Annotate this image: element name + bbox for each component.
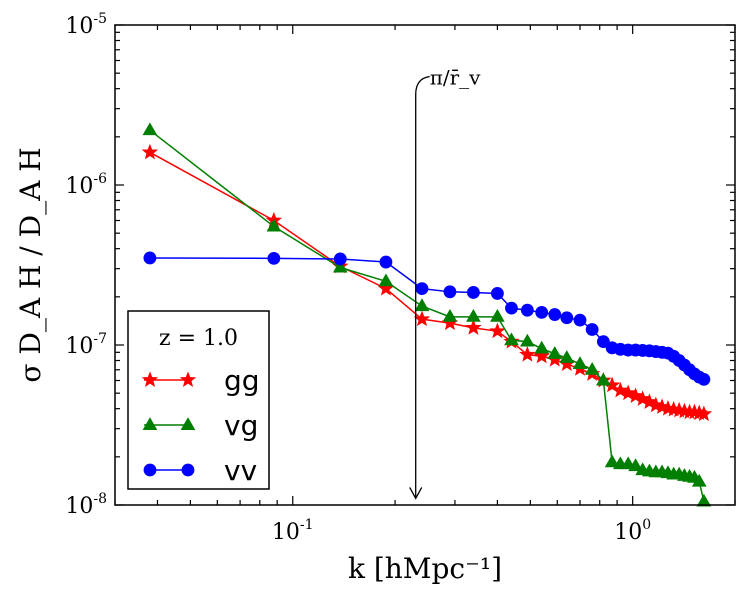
data-point-gg bbox=[519, 346, 536, 362]
data-point-vv bbox=[443, 285, 457, 299]
data-point-vg bbox=[691, 473, 707, 487]
data-point-gg bbox=[533, 347, 550, 364]
x-tick-label: 10-1 bbox=[272, 517, 314, 545]
legend-label: vg bbox=[224, 409, 258, 442]
annotation-label: π/r̄_v bbox=[430, 65, 481, 89]
annotation-arrowhead bbox=[409, 487, 423, 500]
data-point-vv bbox=[573, 313, 587, 327]
data-point-gg bbox=[627, 387, 644, 403]
data-point-vg bbox=[696, 493, 712, 507]
data-point-vg bbox=[442, 309, 458, 322]
data-point-gg bbox=[619, 384, 637, 401]
plot-frame bbox=[114, 24, 736, 506]
y-tick-label: 10-8 bbox=[65, 491, 107, 519]
legend-marker bbox=[180, 417, 196, 430]
data-point-vg bbox=[414, 298, 430, 312]
y-axis-label: σ D_A H / D_A H bbox=[14, 147, 47, 382]
data-point-vv bbox=[415, 282, 429, 296]
annotation: π/r̄_v bbox=[409, 65, 481, 500]
data-point-vg bbox=[266, 218, 282, 232]
data-point-vg bbox=[504, 332, 519, 346]
series-layer bbox=[141, 122, 713, 507]
data-point-vg bbox=[534, 340, 550, 354]
data-point-vg bbox=[520, 333, 535, 347]
data-point-gg bbox=[413, 310, 431, 327]
legend-entry-vg: vg bbox=[142, 409, 258, 442]
data-point-vv bbox=[548, 308, 562, 321]
data-point-vg bbox=[466, 309, 481, 322]
x-axis-label: k [hMpc⁻¹] bbox=[348, 552, 502, 585]
legend-label: vv bbox=[224, 454, 257, 487]
data-point-gg bbox=[465, 319, 482, 335]
legend-entry-gg: gg bbox=[141, 364, 260, 397]
data-point-vv bbox=[143, 251, 157, 265]
data-point-vv bbox=[490, 287, 504, 300]
data-point-vv bbox=[333, 252, 347, 266]
y-tick-label: 10-6 bbox=[65, 171, 107, 199]
legend: z = 1.0 gg vg vv bbox=[127, 310, 270, 490]
data-point-vg bbox=[490, 309, 505, 322]
data-point-vv bbox=[596, 335, 610, 349]
y-tick-label: 10-5 bbox=[65, 11, 107, 39]
data-point-vg bbox=[547, 346, 563, 359]
data-point-vv bbox=[560, 311, 574, 325]
data-point-vv bbox=[585, 323, 599, 336]
data-point-gg bbox=[489, 322, 506, 339]
legend-box bbox=[127, 310, 270, 490]
x-tick-label: 100 bbox=[614, 517, 651, 545]
data-point-vv bbox=[505, 301, 518, 315]
data-point-vg bbox=[604, 454, 620, 468]
legend-title: z = 1.0 bbox=[159, 326, 238, 351]
data-point-vv bbox=[379, 255, 393, 269]
data-point-vg bbox=[596, 372, 611, 386]
legend-marker bbox=[143, 463, 157, 477]
series-vv bbox=[143, 251, 711, 386]
data-point-gg bbox=[634, 390, 651, 406]
legend-marker bbox=[179, 371, 197, 387]
series-vg bbox=[142, 122, 712, 507]
data-point-vg bbox=[559, 350, 575, 363]
tick-labels: 10-1 100 10-8 10-7 10-6 10-5 bbox=[65, 11, 651, 545]
data-point-vv bbox=[535, 305, 549, 319]
y-tick-label: 10-7 bbox=[65, 331, 107, 359]
data-point-vg bbox=[584, 361, 600, 375]
data-point-vg bbox=[332, 259, 348, 273]
data-point-vv bbox=[697, 372, 711, 386]
legend-marker bbox=[142, 417, 158, 430]
data-point-vg bbox=[572, 356, 588, 370]
legend-marker bbox=[181, 463, 195, 477]
data-point-vv bbox=[467, 286, 480, 299]
legend-label: gg bbox=[224, 364, 260, 397]
legend-entry-vv: vv bbox=[143, 454, 257, 487]
data-point-vg bbox=[628, 458, 643, 472]
data-point-vv bbox=[267, 251, 281, 265]
legend-marker bbox=[141, 371, 159, 387]
data-point-gg bbox=[695, 405, 713, 422]
data-point-vg bbox=[378, 273, 394, 287]
data-point-gg bbox=[141, 143, 159, 160]
data-point-vg bbox=[142, 122, 158, 136]
annotation-arrow bbox=[415, 75, 430, 499]
data-point-gg bbox=[612, 381, 629, 398]
data-point-vv bbox=[520, 303, 534, 317]
